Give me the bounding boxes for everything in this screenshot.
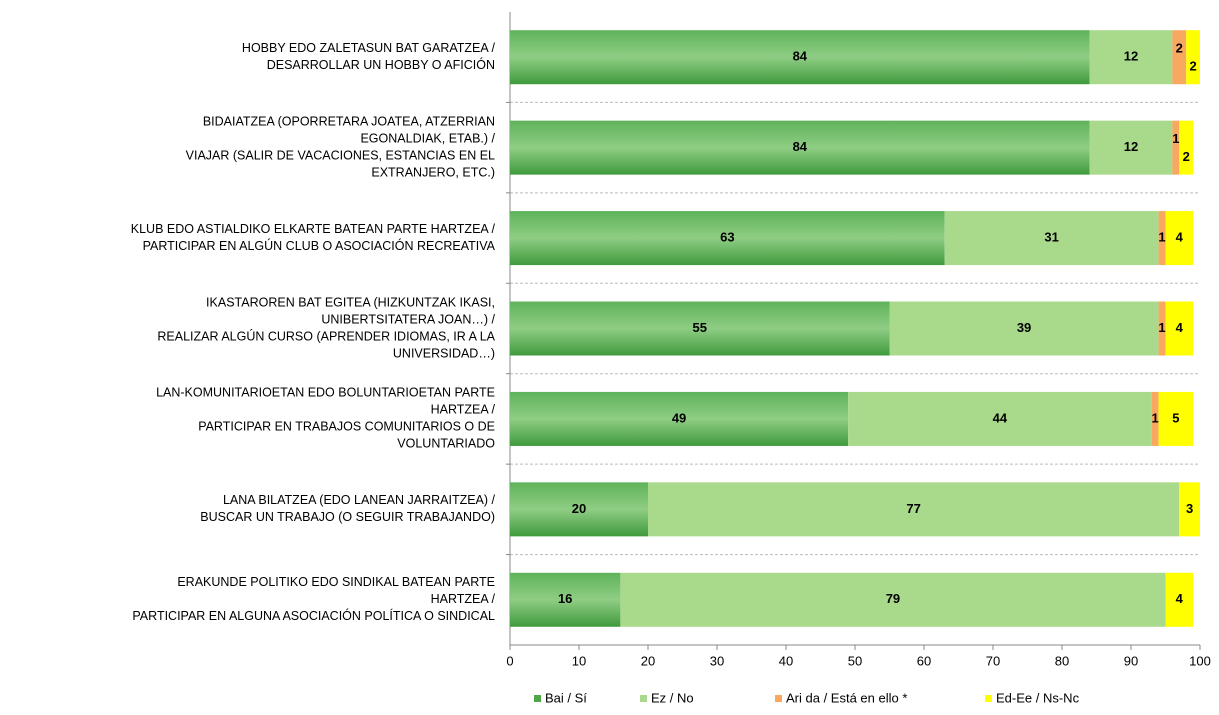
- value-label: 5: [1172, 410, 1179, 425]
- bar-segment: [1179, 120, 1194, 175]
- category-label: BIDAIATZEA (OPORRETARA JOATEA, ATZERRIAN: [203, 114, 495, 128]
- x-tick-label: 0: [506, 653, 513, 668]
- bar-segment: [1179, 482, 1200, 537]
- bar-segment: [1089, 120, 1173, 175]
- x-tick-label: 100: [1189, 653, 1211, 668]
- value-label: 2: [1176, 41, 1183, 56]
- bar-segment: [510, 391, 849, 446]
- bar-segment: [510, 482, 648, 537]
- value-label: 79: [886, 591, 900, 606]
- bar-segment: [1158, 391, 1194, 446]
- bar-segment: [510, 211, 945, 266]
- value-label: 84: [793, 49, 808, 64]
- bar-segment: [1158, 211, 1166, 266]
- value-label: 2: [1183, 149, 1190, 164]
- legend-swatch: [985, 695, 992, 702]
- value-label: 55: [693, 320, 707, 335]
- category-label: HARTZEA /: [431, 592, 496, 606]
- x-tick-label: 30: [710, 653, 724, 668]
- x-tick-label: 50: [848, 653, 862, 668]
- category-label: DESARROLLAR UN HOBBY O AFICIÓN: [267, 57, 495, 72]
- category-label: KLUB EDO ASTIALDIKO ELKARTE BATEAN PARTE…: [131, 222, 496, 236]
- category-label: PARTICIPAR EN ALGÚN CLUB O ASOCIACIÓN RE…: [143, 238, 496, 253]
- bar-segment: [848, 391, 1152, 446]
- bar-segment: [1151, 391, 1159, 446]
- value-label: 1: [1152, 410, 1159, 425]
- x-tick-label: 80: [1055, 653, 1069, 668]
- value-label: 4: [1176, 320, 1184, 335]
- x-tick-label: 70: [986, 653, 1000, 668]
- x-tick-label: 60: [917, 653, 931, 668]
- category-label: EXTRANJERO, ETC.): [371, 165, 495, 179]
- bar-segment: [1186, 30, 1200, 85]
- value-label: 20: [572, 501, 586, 516]
- legend-label: Bai / Sí: [545, 690, 587, 705]
- category-label: UNIBERTSITATERA JOAN…) /: [321, 312, 495, 326]
- bar-segment: [1172, 30, 1187, 85]
- category-label: VOLUNTARIADO: [397, 437, 495, 451]
- bar-segment: [620, 572, 1166, 627]
- category-label: LAN-KOMUNITARIOETAN EDO BOLUNTARIOETAN P…: [156, 386, 495, 400]
- category-label: LANA BILATZEA (EDO LANEAN JARRAITZEA) /: [223, 493, 496, 507]
- category-label: REALIZAR ALGÚN CURSO (APRENDER IDIOMAS, …: [157, 328, 495, 343]
- category-label: VIAJAR (SALIR DE VACACIONES, ESTANCIAS E…: [186, 148, 495, 162]
- value-label: 1: [1172, 131, 1179, 146]
- x-tick-label: 90: [1124, 653, 1138, 668]
- bar-segment: [510, 572, 621, 627]
- x-tick-label: 40: [779, 653, 793, 668]
- bar-segment: [510, 30, 1090, 85]
- x-tick-label: 20: [641, 653, 655, 668]
- value-label: 4: [1176, 230, 1184, 245]
- value-label: 1: [1158, 320, 1165, 335]
- category-label: EGONALDIAK, ETAB.) /: [360, 131, 495, 145]
- legend-label: Ari da / Está en ello *: [786, 690, 907, 705]
- category-label: UNIVERSIDAD…): [393, 346, 495, 360]
- value-label: 39: [1017, 320, 1031, 335]
- legend-swatch: [534, 695, 541, 702]
- value-label: 2: [1189, 59, 1196, 74]
- value-label: 3: [1186, 501, 1193, 516]
- value-label: 84: [793, 139, 808, 154]
- bar-segment: [1165, 211, 1194, 266]
- bar-segment: [1172, 120, 1180, 175]
- value-label: 16: [558, 591, 572, 606]
- value-label: 77: [906, 501, 920, 516]
- legend-swatch: [775, 695, 782, 702]
- legend-swatch: [640, 695, 647, 702]
- bar-segment: [510, 301, 890, 356]
- category-label: IKASTAROREN BAT EGITEA (HIZKUNTZAK IKASI…: [206, 295, 495, 309]
- category-label: PARTICIPAR EN TRABAJOS COMUNITARIOS O DE: [198, 420, 495, 434]
- bar-segment: [1089, 30, 1173, 85]
- bar-segment: [944, 211, 1159, 266]
- bar-segment: [889, 301, 1159, 356]
- value-label: 4: [1176, 591, 1184, 606]
- value-label: 1: [1158, 230, 1165, 245]
- category-label: HOBBY EDO ZALETASUN BAT GARATZEA /: [242, 41, 496, 55]
- bar-segment: [510, 120, 1090, 175]
- category-label: HARTZEA /: [431, 403, 496, 417]
- value-label: 12: [1124, 139, 1138, 154]
- value-label: 63: [720, 230, 734, 245]
- legend-label: Ed-Ee / Ns-Nc: [996, 690, 1080, 705]
- category-label: BUSCAR UN TRABAJO (O SEGUIR TRABAJANDO): [200, 510, 495, 524]
- legend-label: Ez / No: [651, 690, 694, 705]
- value-label: 12: [1124, 49, 1138, 64]
- value-label: 49: [672, 410, 686, 425]
- category-label: ERAKUNDE POLITIKO EDO SINDIKAL BATEAN PA…: [177, 575, 495, 589]
- value-label: 44: [993, 410, 1008, 425]
- x-tick-label: 10: [572, 653, 586, 668]
- category-label: PARTICIPAR EN ALGUNA ASOCIACIÓN POLÍTICA…: [132, 608, 495, 623]
- bar-segment: [1165, 301, 1194, 356]
- value-label: 31: [1044, 230, 1058, 245]
- bar-segment: [1165, 572, 1194, 627]
- bar-segment: [1158, 301, 1166, 356]
- bar-segment: [648, 482, 1180, 537]
